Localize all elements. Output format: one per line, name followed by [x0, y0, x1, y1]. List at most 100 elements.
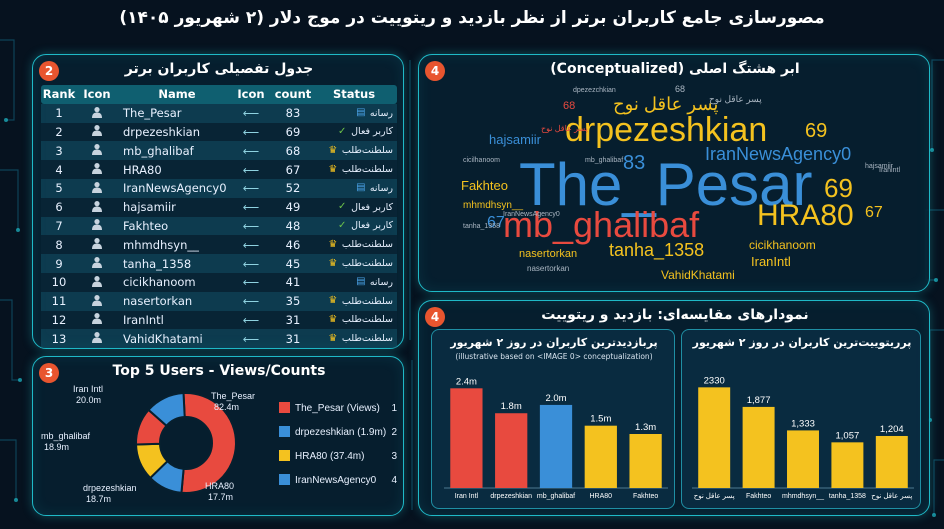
- count-cell: 52: [285, 181, 301, 196]
- hashtag-word: پسر عاقل نوح: [613, 94, 719, 114]
- table-row: 12 IranIntl ⟵ 31 سلطنت‌طلب ♛: [41, 310, 397, 330]
- header-icon-2: Icon: [237, 87, 265, 102]
- hashtag-word: IranNewsAgency0: [503, 211, 560, 218]
- bar: [629, 434, 662, 488]
- user-icon: [77, 275, 117, 290]
- hashtag-word: VahidKhatami: [661, 268, 735, 282]
- users-table: Rank Icon Name Icon count Status 1 The_Pe…: [41, 85, 397, 349]
- table-row: 6 hajsamiir ⟵ 49 کاربر فعال ✓: [41, 197, 397, 217]
- name-cell: The_Pesar: [123, 106, 182, 121]
- legend-number: 4: [391, 475, 397, 486]
- status-label: سلطنت‌طلب: [341, 258, 393, 270]
- legend-label: The_Pesar (Views): [295, 403, 380, 414]
- hashtag-word: tanha_1358: [463, 223, 500, 230]
- table-row: 13 VahidKhatami ⟵ 31 سلطنت‌طلب ♛: [41, 329, 397, 349]
- word-cloud: The_Pesar drpezeshkian mb_ghalibaf HRA80 Ira…: [419, 55, 931, 293]
- bars-panel-title: نمودارهای مقایسه‌ای: بازدید و ریتوییت: [541, 307, 809, 323]
- check-circle-icon: ✓: [337, 125, 347, 137]
- table-row: 10 cicikhanoom ⟵ 41 رسانه ▤: [41, 272, 397, 292]
- donut-slice: [180, 392, 237, 494]
- status-cell: سلطنت‌طلب ♛: [315, 333, 397, 345]
- table-row: 5 IranNewsAgency0 ⟵ 52 رسانه ▤: [41, 178, 397, 198]
- count-cell: 45: [285, 256, 301, 271]
- arrow-left-icon: ⟵: [242, 124, 260, 139]
- rank-cell: 8: [55, 237, 63, 252]
- hashtag-word: 67: [487, 214, 505, 231]
- bar: [831, 442, 864, 488]
- slice-value-label: 82.4m: [214, 402, 239, 412]
- media-icon: ▤: [356, 276, 366, 288]
- hashtag-word: 68: [563, 100, 576, 112]
- status-label: کاربر فعال: [351, 201, 393, 213]
- status-label: کاربر فعال: [351, 220, 393, 232]
- table-panel-title: جدول تفصیلی کاربران برتر: [124, 61, 314, 77]
- count-cell: 46: [285, 237, 301, 252]
- slice-label: drpezeshkian: [83, 483, 137, 493]
- crown-icon: ♛: [328, 295, 338, 307]
- bar-value-label: 2.4m: [456, 376, 477, 387]
- bar-value-label: 2330: [704, 375, 725, 386]
- name-cell: drpezeshkian: [123, 124, 200, 139]
- hashtag-word: پسر عاقل نوح: [541, 124, 588, 133]
- name-cell: tanha_1358: [123, 256, 192, 271]
- panel-number-badge: 4: [425, 61, 445, 81]
- legend-label: drpezeshkian (1.9m): [295, 427, 386, 438]
- media-icon: ▤: [356, 182, 366, 194]
- name-cell: IranNewsAgency0: [123, 181, 227, 196]
- hashtag-word: 83: [623, 152, 646, 174]
- user-icon: [77, 124, 117, 139]
- category-tick-label: Fakhteo: [746, 493, 771, 500]
- legend-label: HRA80 (37.4m): [295, 451, 364, 462]
- bar-value-label: 1,204: [880, 424, 904, 435]
- panel-number-badge: 3: [39, 363, 59, 383]
- slice-label: HRA80: [205, 481, 234, 491]
- user-icon: [77, 294, 117, 309]
- comparison-charts-panel: 4 نمودارهای مقایسه‌ای: بازدید و ریتوییت …: [418, 300, 930, 516]
- table-row: 3 mb_ghalibaf ⟵ 68 سلطنت‌طلب ♛: [41, 141, 397, 161]
- status-cell: سلطنت‌طلب ♛: [315, 258, 397, 270]
- status-label: سلطنت‌طلب: [341, 239, 393, 251]
- arrow-left-icon: ⟵: [242, 331, 260, 346]
- hashtag-word: hajsamiir: [865, 163, 894, 170]
- hashtag-word: The_Pesar: [519, 151, 813, 218]
- hashtag-word: 68: [675, 84, 686, 94]
- category-tick-label: tanha_1358: [829, 493, 866, 500]
- arrow-left-icon: ⟵: [242, 200, 260, 215]
- status-cell: سلطنت‌طلب ♛: [315, 295, 397, 307]
- panel-number-badge: 4: [425, 307, 445, 327]
- bar: [787, 430, 819, 488]
- user-icon: [77, 200, 117, 215]
- arrow-left-icon: ⟵: [242, 256, 260, 271]
- panel-number-badge: 2: [39, 61, 59, 81]
- header-icon: Icon: [83, 87, 111, 102]
- slice-value-label: 17.7m: [208, 492, 233, 502]
- bar-value-label: 1,877: [747, 395, 771, 406]
- cloud-panel-title: ابر هشتگ اصلی (Conceptualized): [550, 61, 800, 77]
- slice-value-label: 18.9m: [44, 442, 69, 452]
- donut-chart-panel: 3 Top 5 Users - Views/Counts The_Pesar 82…: [32, 356, 404, 516]
- legend-swatch: [279, 450, 290, 461]
- crown-icon: ♛: [328, 257, 338, 269]
- table-row: 1 The_Pesar ⟵ 83 رسانه ▤: [41, 103, 397, 123]
- status-label: سلطنت‌طلب: [341, 145, 393, 157]
- hashtag-word: mb_ghalibaf: [503, 204, 700, 245]
- rank-cell: 7: [55, 218, 63, 233]
- rank-cell: 1: [55, 106, 63, 121]
- legend-swatch: [279, 402, 290, 413]
- status-label: رسانه: [369, 276, 393, 288]
- hashtag-word: mhmdhsyn__: [463, 200, 524, 211]
- category-tick-label: drpezeshkian: [490, 493, 532, 500]
- status-label: کاربر فعال: [351, 126, 393, 138]
- name-cell: nasertorkan: [123, 294, 193, 309]
- arrow-left-icon: ⟵: [242, 218, 260, 233]
- header-status: Status: [332, 87, 376, 102]
- category-tick-label: پسر عاقل نوح: [694, 492, 735, 500]
- retweets-chart-card: پرریتوییت‌ترین کاربران در روز ۲ شهریور 23…: [681, 329, 921, 509]
- count-cell: 83: [285, 106, 301, 121]
- arrow-left-icon: ⟵: [242, 294, 260, 309]
- hashtag-word: hajsamiir: [489, 132, 542, 147]
- slice-label: mb_ghalibaf: [41, 431, 91, 441]
- table-header-row: Rank Icon Name Icon count Status: [41, 85, 397, 104]
- hashtag-word: HRA80: [757, 199, 854, 232]
- name-cell: Fakhteo: [123, 218, 169, 233]
